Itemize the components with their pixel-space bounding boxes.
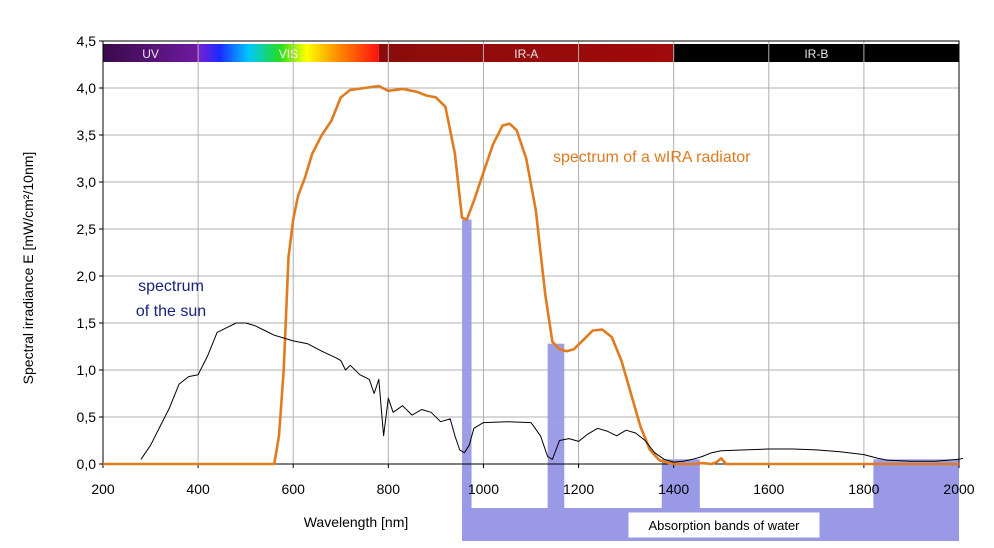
water-absorption-bar [547,343,565,464]
y-tick-label: 4,5 [77,33,97,49]
sun-spectrum-line [140,322,960,463]
sun-spectrum-line-tail [958,457,964,460]
plot-area-frame [102,40,960,465]
sun-spectrum-annotation-line2: of the sun [136,303,206,320]
band-ir-a-segment [378,44,674,62]
y-tick-label: 2,0 [77,268,97,284]
band-ir-a-label: IR-A [514,47,538,61]
y-axis-ticks: 0,0 0,5 1,0 1,5 2,0 2,5 3,0 3,5 4,0 4,5 [77,33,103,472]
spectral-band-strip: UV VIS IR-A IR-B [103,44,959,62]
series-layer [103,84,964,466]
grid-lines [103,41,959,464]
band-uv-label: UV [142,47,159,61]
wira-spectrum-line [103,84,959,466]
water-absorption-bars [462,219,959,541]
x-tick-label: 200 [91,481,115,497]
x-tick-label: 800 [377,481,401,497]
water-bar-extension [462,464,472,541]
band-uv-segment [103,44,199,62]
x-tick-label: 1800 [848,481,879,497]
y-axis-label: Spectral irradiance E [mW/cm²/10nm] [20,152,36,385]
x-tick-label: 1600 [753,481,784,497]
y-tick-label: 3,0 [77,174,97,190]
x-tick-label: 400 [186,481,210,497]
y-tick-label: 1,5 [77,315,97,331]
y-tick-label: 4,0 [77,80,97,96]
y-tick-label: 1,0 [77,362,97,378]
x-axis-label: Wavelength [nm] [304,514,409,530]
water-absorption-bar [462,219,472,464]
band-vis-segment [198,44,379,62]
band-ir-b-label: IR-B [804,47,828,61]
wira-spectrum-annotation: spectrum of a wIRA radiator [553,149,751,166]
sun-spectrum-annotation-line1: spectrum [138,278,204,295]
x-tick-label: 600 [282,481,306,497]
band-ir-b-segment [673,44,959,62]
x-axis-ticks: 200 400 600 800 1000 1200 1400 1600 1800 2000 [91,464,975,497]
y-tick-label: 0,5 [77,409,97,425]
water-label-box [627,511,821,539]
water-bar-extension [547,464,565,508]
y-tick-label: 0,0 [77,456,97,472]
y-tick-label: 3,5 [77,127,97,143]
water-bar-extension [661,464,700,508]
band-vis-label: VIS [279,47,298,61]
x-tick-label: 1200 [563,481,594,497]
water-absorption-label: Absorption bands of water [648,518,800,533]
x-tick-label: 2000 [943,481,974,497]
x-tick-label: 1000 [468,481,499,497]
x-tick-label: 1400 [658,481,689,497]
y-tick-label: 2,5 [77,221,97,237]
